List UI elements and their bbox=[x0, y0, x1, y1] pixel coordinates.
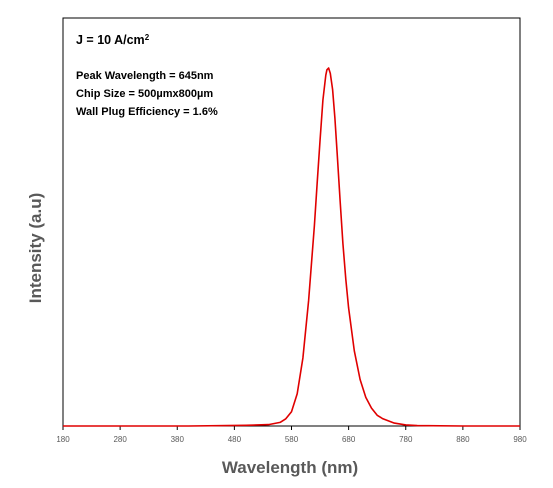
intensity-series-line bbox=[63, 67, 520, 427]
x-tick-label: 180 bbox=[56, 435, 70, 444]
x-tick-label: 980 bbox=[513, 435, 527, 444]
x-tick-label: 480 bbox=[228, 435, 242, 444]
x-axis-ticks: 180 280 380 480 580 680 780 880 980 bbox=[56, 426, 527, 444]
x-tick-label: 280 bbox=[113, 435, 127, 444]
x-tick-label: 880 bbox=[456, 435, 470, 444]
y-axis-label: Intensity (a.u) bbox=[26, 192, 45, 304]
current-density-annotation: J = 10 A/cm2 bbox=[76, 33, 150, 47]
x-tick-label: 680 bbox=[342, 435, 356, 444]
x-tick-label: 780 bbox=[399, 435, 413, 444]
chip-size-annotation: Chip Size = 500µmx800µm bbox=[76, 88, 214, 100]
x-axis-label: Wavelength (nm) bbox=[221, 458, 359, 477]
x-tick-label: 580 bbox=[285, 435, 299, 444]
peak-wavelength-annotation: Peak Wavelength = 645nm bbox=[76, 70, 214, 82]
x-tick-label: 380 bbox=[171, 435, 185, 444]
wall-plug-efficiency-annotation: Wall Plug Efficiency = 1.6% bbox=[76, 106, 218, 118]
